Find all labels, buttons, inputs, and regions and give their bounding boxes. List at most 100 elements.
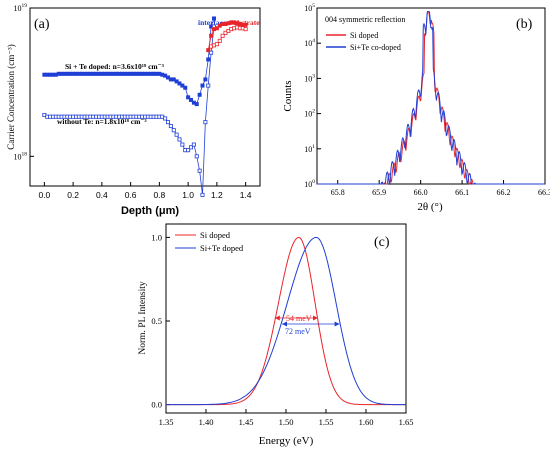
panel-c-legend-si: Si doped: [200, 230, 231, 240]
panel-b-xlabel: 2θ (°): [417, 201, 443, 213]
a-point: [194, 102, 199, 107]
b-y-tick-label: 101: [304, 144, 315, 154]
panel-a: (a) Si + Te doped: n=3.6x10¹⁸ cm⁻³ witho…: [6, 3, 261, 217]
a-y-tick-label: 1018: [14, 151, 28, 161]
a-point: [183, 85, 188, 90]
a-point: [168, 124, 173, 129]
c-fwhm-arrowhead: [282, 321, 287, 327]
b-y-tick-label: 103: [304, 73, 315, 83]
a-x-tick-label: 0.2: [67, 190, 79, 200]
panel-b-frame: [316, 7, 546, 185]
a-point: [203, 77, 208, 82]
c-x-tick-label: 1.60: [359, 417, 374, 427]
panel-b: (b) 004 symmetric reflection Si doped Si…: [282, 3, 550, 213]
a-x-tick-label: 1.4: [240, 190, 252, 200]
a-point: [243, 22, 248, 27]
panel-b-legend-si: Si doped: [350, 31, 378, 40]
panel-b-legend-site: Si+Te co-doped: [350, 43, 401, 52]
b-y-tick-label: 102: [304, 109, 315, 119]
a-point: [174, 132, 179, 137]
panel-a-frame: [29, 7, 261, 187]
c-y-tick-label: 0.5: [151, 316, 162, 326]
a-x-tick-label: 1.2: [211, 190, 223, 200]
b-x-tick-label: 65.9: [372, 188, 386, 197]
c-y-tick-label: 0.0: [151, 400, 162, 410]
c-x-tick-label: 1.65: [399, 417, 414, 427]
c-x-tick-label: 1.45: [239, 417, 254, 427]
a-point: [217, 38, 222, 43]
a-x-tick-label: 0.8: [153, 190, 165, 200]
b-x-tick-label: 66.2: [497, 188, 511, 197]
a-point: [191, 142, 196, 147]
panel-b-ylabel: Counts: [282, 80, 294, 111]
a-x-tick-label: 0.4: [96, 190, 108, 200]
b-y-tick-label: 105: [304, 3, 315, 13]
a-point: [214, 26, 219, 31]
c-series-line: [166, 236, 406, 406]
panel-a-annotation-substrate: substrate: [230, 18, 260, 27]
b-y-tick-label: 104: [304, 38, 315, 48]
c-fwhm-arrowhead: [274, 315, 280, 321]
a-point: [194, 154, 199, 159]
a-point: [163, 116, 168, 121]
b-x-tick-label: 66.1: [455, 188, 469, 197]
panel-b-title: 004 symmetric reflection: [325, 15, 405, 24]
panel-a-ylabel: Carrier Concentration (cm⁻³): [6, 44, 16, 149]
a-x-tick-label: 0.0: [38, 190, 50, 200]
panel-c-annotation-54: 54 meV: [286, 314, 312, 323]
panel-a-xlabel: Depth (μm): [121, 205, 179, 217]
panel-a-marks: 0.0 0.2 0.4 0.6 0.8 1.0 1.2 1.4 1018 1019: [14, 3, 252, 200]
b-y-tick-label: 100: [304, 179, 315, 189]
a-point: [206, 48, 211, 53]
panel-c-xlabel: Energy (eV): [259, 435, 314, 447]
b-series-line: [317, 11, 545, 186]
panel-a-annotation-te: Si + Te doped: n=3.6x10¹⁸ cm⁻³: [65, 62, 165, 71]
a-point: [171, 128, 176, 133]
panel-c: (c) Si doped Si+Te doped 54 meV 72 meV E…: [138, 223, 413, 447]
a-point: [203, 120, 208, 125]
a-point: [197, 92, 202, 97]
a-x-tick-label: 0.6: [125, 190, 137, 200]
a-series-line: [44, 26, 215, 195]
c-x-tick-label: 1.35: [159, 417, 174, 427]
c-x-tick-label: 1.55: [319, 417, 334, 427]
a-point: [211, 16, 216, 21]
panel-a-label: (a): [34, 17, 50, 32]
a-point: [186, 95, 191, 100]
a-point: [180, 83, 185, 88]
a-point: [243, 27, 248, 32]
a-point: [214, 42, 219, 47]
a-point: [177, 81, 182, 86]
a-point: [206, 57, 211, 62]
a-point: [177, 137, 182, 142]
a-x-tick-label: 1.0: [182, 190, 194, 200]
c-fwhm-arrowhead: [334, 321, 340, 327]
c-x-tick-label: 1.50: [279, 417, 294, 427]
c-x-tick-label: 1.40: [199, 417, 214, 427]
a-point: [165, 120, 170, 125]
a-point: [220, 33, 225, 38]
b-x-tick-label: 65.8: [331, 188, 345, 197]
b-x-tick-label: 66.0: [414, 188, 428, 197]
b-x-tick-label: 66.3: [538, 188, 550, 197]
a-point: [180, 142, 185, 147]
c-y-tick-label: 1.0: [151, 232, 162, 242]
panel-c-label: (c): [374, 235, 390, 250]
a-point: [197, 168, 202, 173]
a-point: [188, 145, 193, 150]
panel-c-ylabel: Norm. PL Intensity: [138, 281, 148, 355]
a-point: [200, 192, 205, 197]
a-y-tick-label: 1019: [14, 3, 28, 13]
panel-b-label: (b): [516, 17, 533, 32]
a-point: [188, 97, 193, 102]
panel-c-annotation-72: 72 meV: [285, 327, 311, 336]
panel-a-annotation-without: without Te: n=1.8x10¹⁸ cm⁻³: [57, 117, 147, 126]
panel-c-marks: 1.35 1.40 1.45 1.50 1.55 1.60 1.65 0.0 0.5 1.0: [151, 232, 413, 427]
a-point: [186, 148, 191, 153]
a-point: [174, 79, 179, 84]
panel-b-marks: 65.8 65.9 66.0 66.1 66.2 66.3 100 101 102 103 104 1…: [304, 3, 550, 197]
panel-c-legend-site: Si+Te doped: [200, 243, 244, 253]
a-point: [209, 50, 214, 55]
a-point: [209, 33, 214, 38]
